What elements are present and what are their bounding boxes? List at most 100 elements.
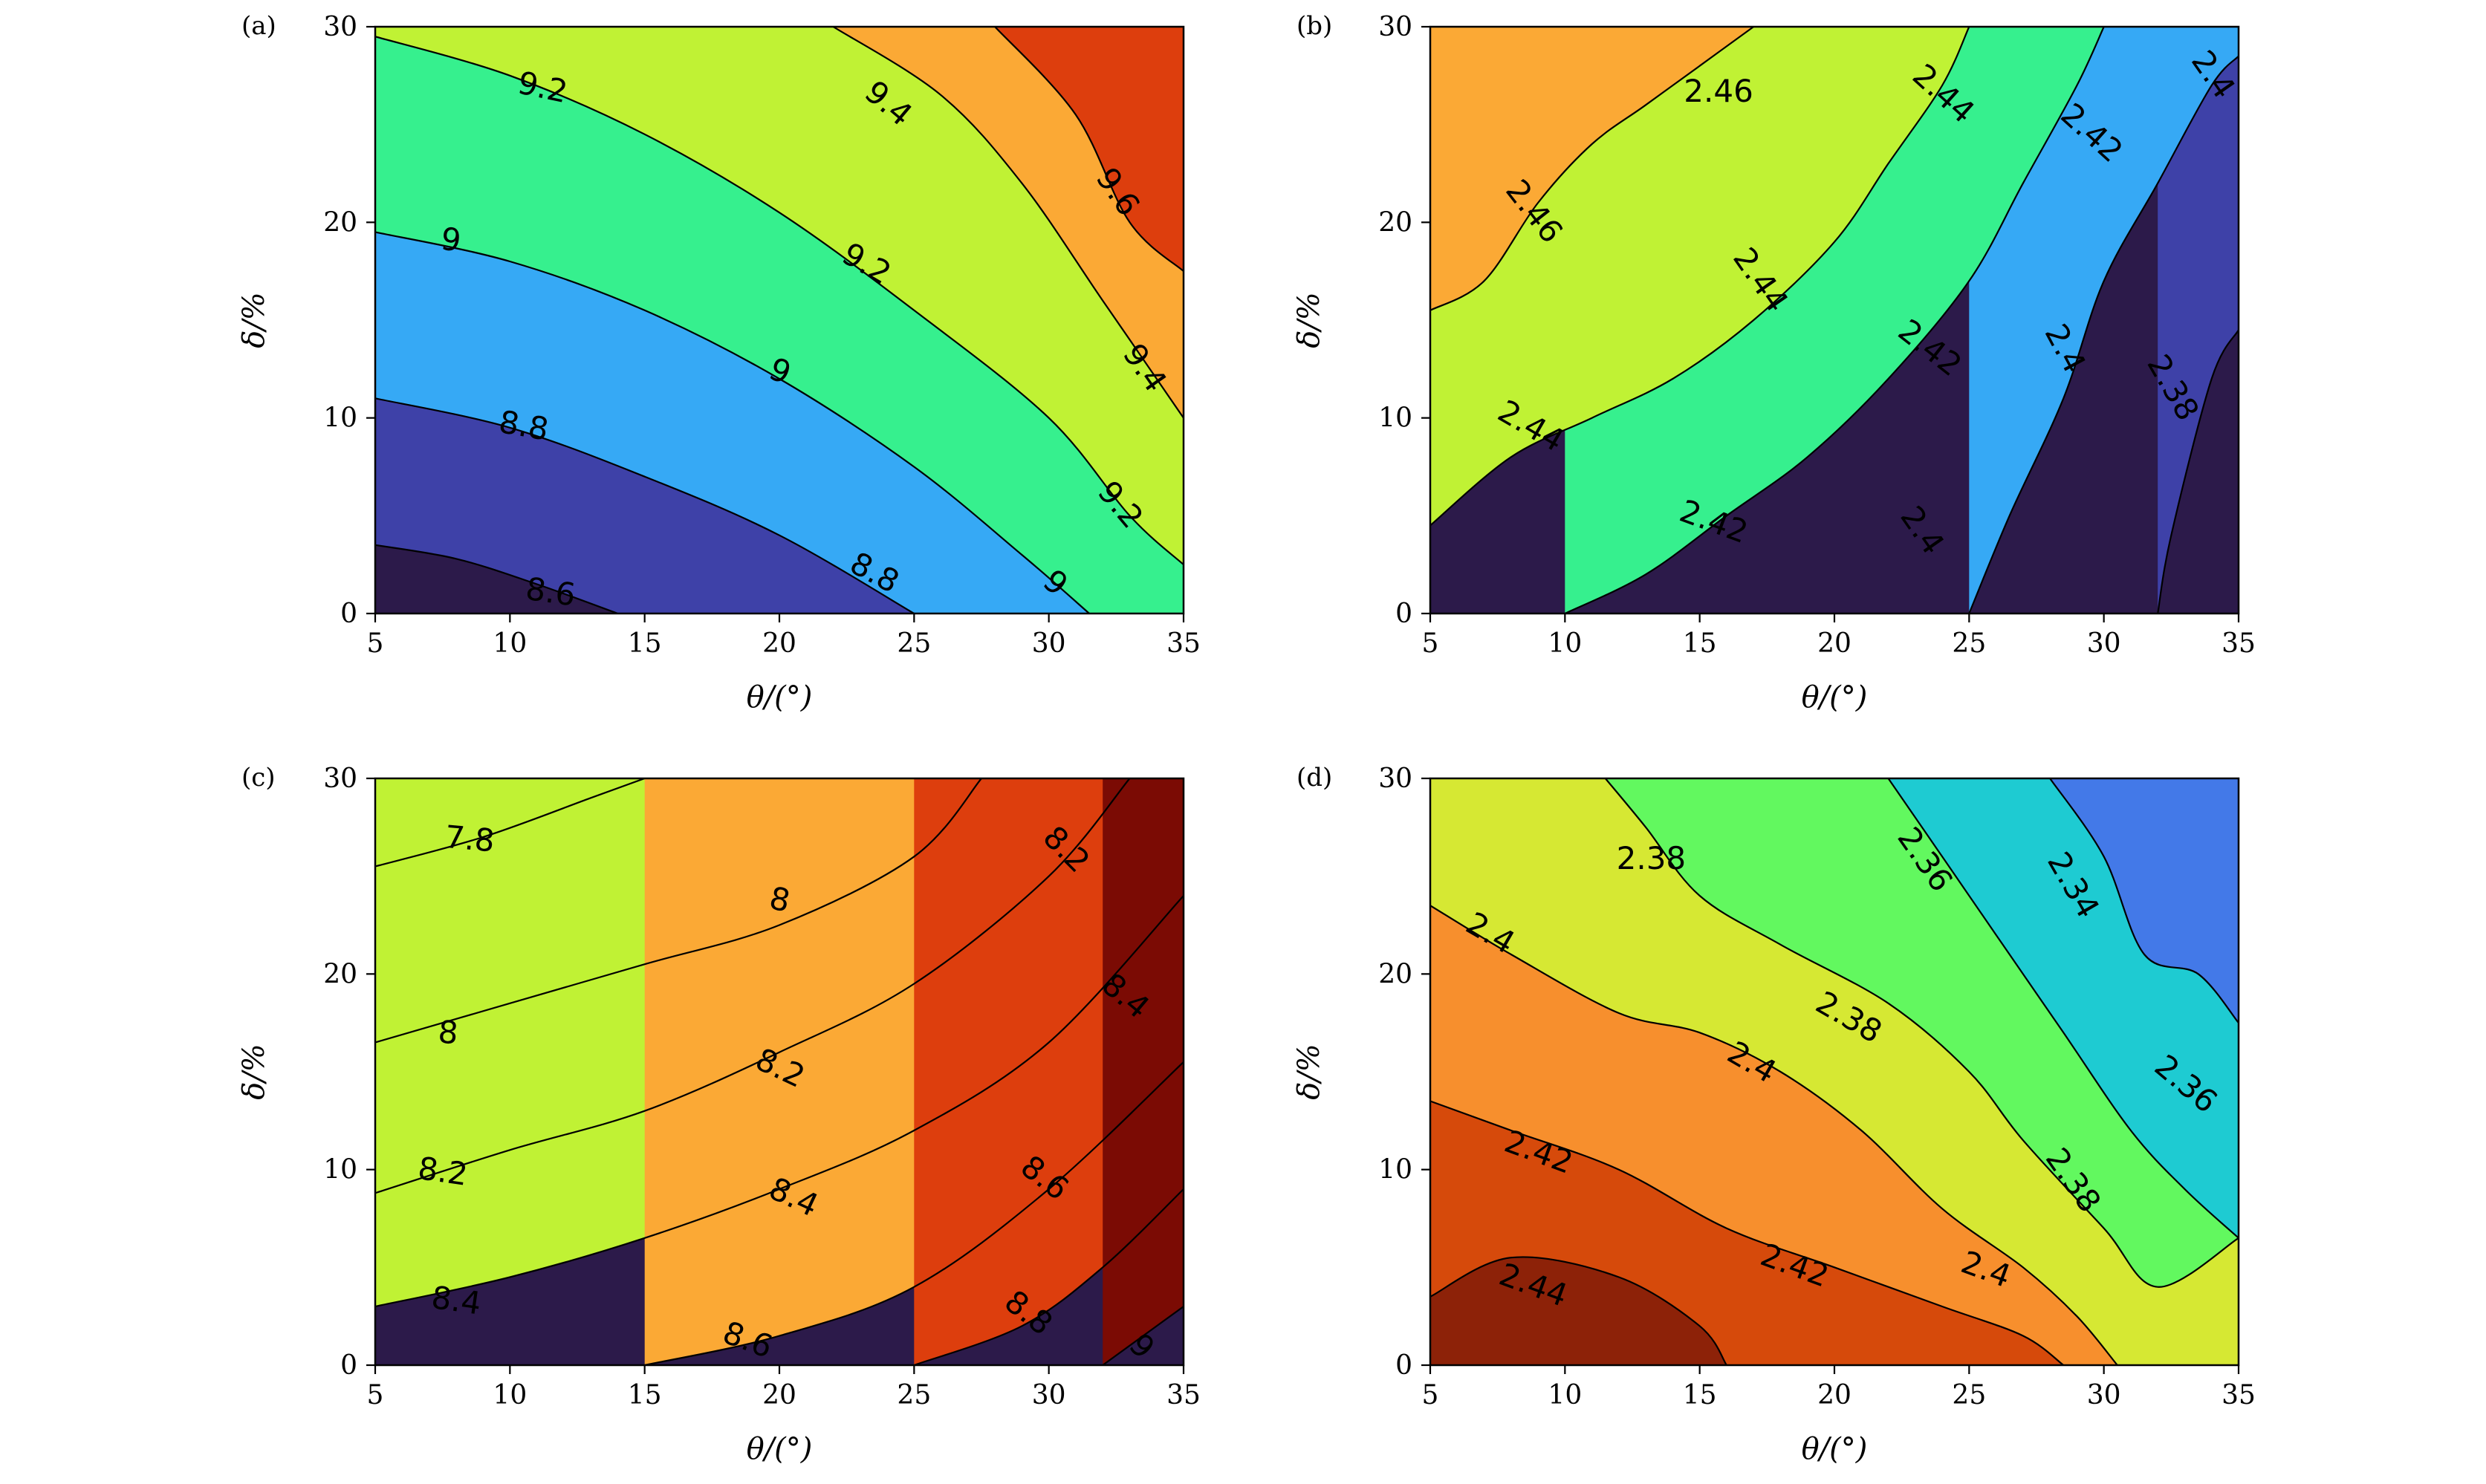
contour-line-2.4 [1968,55,2239,614]
contour-line-2.36 [1887,778,2239,1239]
x-tick-label: 10 [1548,1380,1582,1410]
y-tick-label: 10 [323,1155,357,1185]
x-tick-label: 15 [1683,1380,1717,1410]
contour-line-8.8 [375,397,915,614]
x-tick-label: 20 [762,1380,796,1410]
x-tick-label: 25 [1952,628,1986,659]
y-axis-title: δ/% [1292,292,1326,348]
contour-line-9.6 [994,27,1184,273]
contour-value-label: 8.8 [496,403,551,448]
y-axis-title: δ/% [1292,1044,1326,1100]
x-axis-title: θ/(°) [747,1432,813,1466]
y-tick-label: 10 [1378,1155,1412,1185]
contour-line-2.34 [2049,778,2239,1023]
y-tick-label: 10 [323,403,357,434]
contour-line-2.38 [1604,778,2239,1288]
contour-panel-2: 2.382.42.42.42.422.422.422.442.442.442.4… [1292,11,2256,715]
x-tick-label: 5 [367,1380,384,1410]
contour-value-label: 8 [437,1013,460,1051]
x-tick-label: 20 [1817,628,1851,659]
panel-label: (a) [241,11,276,41]
contour-area: 2.382.42.42.42.422.422.422.442.442.442.4… [1430,27,2239,614]
region-fill-2.38 [2158,27,2239,614]
contour-value-label: 2.38 [1617,840,1687,876]
region-fill-9.2 [375,27,1184,565]
contour-value-label: 7.8 [444,819,496,859]
region-fill-2.34 [2050,778,2239,1023]
x-tick-label: 15 [628,1380,662,1410]
x-axis-title: θ/(°) [1802,1432,1868,1466]
contour-line-8.8 [913,1188,1184,1365]
region-fill-2.4 [1969,27,2239,614]
x-tick-label: 10 [493,1380,527,1410]
x-axis-title: θ/(°) [1802,680,1868,715]
x-tick-label: 10 [493,628,527,659]
x-tick-label: 5 [1422,628,1439,659]
contour-line-2.46 [1430,27,1754,311]
contour-line-9.4 [832,27,1184,419]
contour-area: 2.342.362.362.382.382.382.42.42.42.422.4… [1430,778,2239,1365]
x-tick-label: 25 [897,628,931,659]
y-axis-title: δ/% [237,1044,271,1100]
y-tick-label: 20 [1378,207,1412,238]
x-tick-label: 35 [1166,1380,1201,1410]
contour-line-2.42 [1564,27,2105,614]
y-tick-label: 0 [340,599,357,629]
y-tick-label: 0 [1395,599,1412,629]
x-axis-title: θ/(°) [747,680,813,715]
x-tick-label: 35 [2222,1380,2256,1410]
contour-line-2.38 [2157,329,2239,614]
contour-line-8.6 [375,544,618,614]
panel-label: (b) [1296,11,1332,41]
x-tick-label: 20 [1817,1380,1851,1410]
contour-value-label: 2.46 [1684,73,1753,109]
y-tick-label: 30 [1378,764,1412,794]
y-axis-title: δ/% [237,292,271,348]
contour-line-8 [375,778,982,1044]
x-tick-label: 35 [2222,628,2256,659]
x-tick-label: 30 [1032,1380,1066,1410]
contour-line-2.44 [1430,1256,1727,1365]
x-tick-label: 25 [897,1380,931,1410]
x-tick-label: 10 [1548,628,1582,659]
x-tick-label: 30 [1032,628,1066,659]
contour-value-label: 8.4 [429,1279,484,1322]
region-fill-9 [1103,778,1184,1365]
contour-line-8.6 [644,1061,1184,1365]
contour-line-9 [1102,1306,1184,1365]
y-tick-label: 20 [1378,959,1412,989]
region-fill-9.6 [995,27,1184,272]
contour-line-8.2 [375,778,1131,1194]
x-tick-label: 5 [367,628,384,659]
x-tick-label: 25 [1952,1380,1986,1410]
x-tick-label: 15 [628,628,662,659]
contour-line-7.8 [375,778,646,868]
region-fill-2.46 [1430,27,2239,310]
contour-value-label: 8.2 [416,1150,470,1193]
contour-panel-4: 2.342.362.362.382.382.382.42.42.42.422.4… [1292,763,2256,1466]
x-tick-label: 15 [1683,628,1717,659]
contour-line-9.2 [375,36,1184,566]
x-tick-label: 30 [2087,628,2121,659]
contour-line-2.42 [1430,1100,2064,1365]
contour-line-9 [375,231,1090,614]
panel-label: (d) [1296,763,1332,793]
y-tick-label: 30 [1378,12,1412,42]
y-tick-label: 0 [340,1350,357,1381]
y-tick-label: 30 [323,12,357,42]
x-tick-label: 20 [762,628,796,659]
x-tick-label: 30 [2087,1380,2121,1410]
y-tick-label: 20 [323,959,357,989]
x-tick-label: 35 [1166,628,1201,659]
y-tick-label: 20 [323,207,357,238]
contour-line-8.4 [375,895,1184,1308]
y-tick-label: 10 [1378,403,1412,434]
y-tick-label: 0 [1395,1350,1412,1381]
x-tick-label: 5 [1422,1380,1439,1410]
panel-label: (c) [241,763,276,793]
